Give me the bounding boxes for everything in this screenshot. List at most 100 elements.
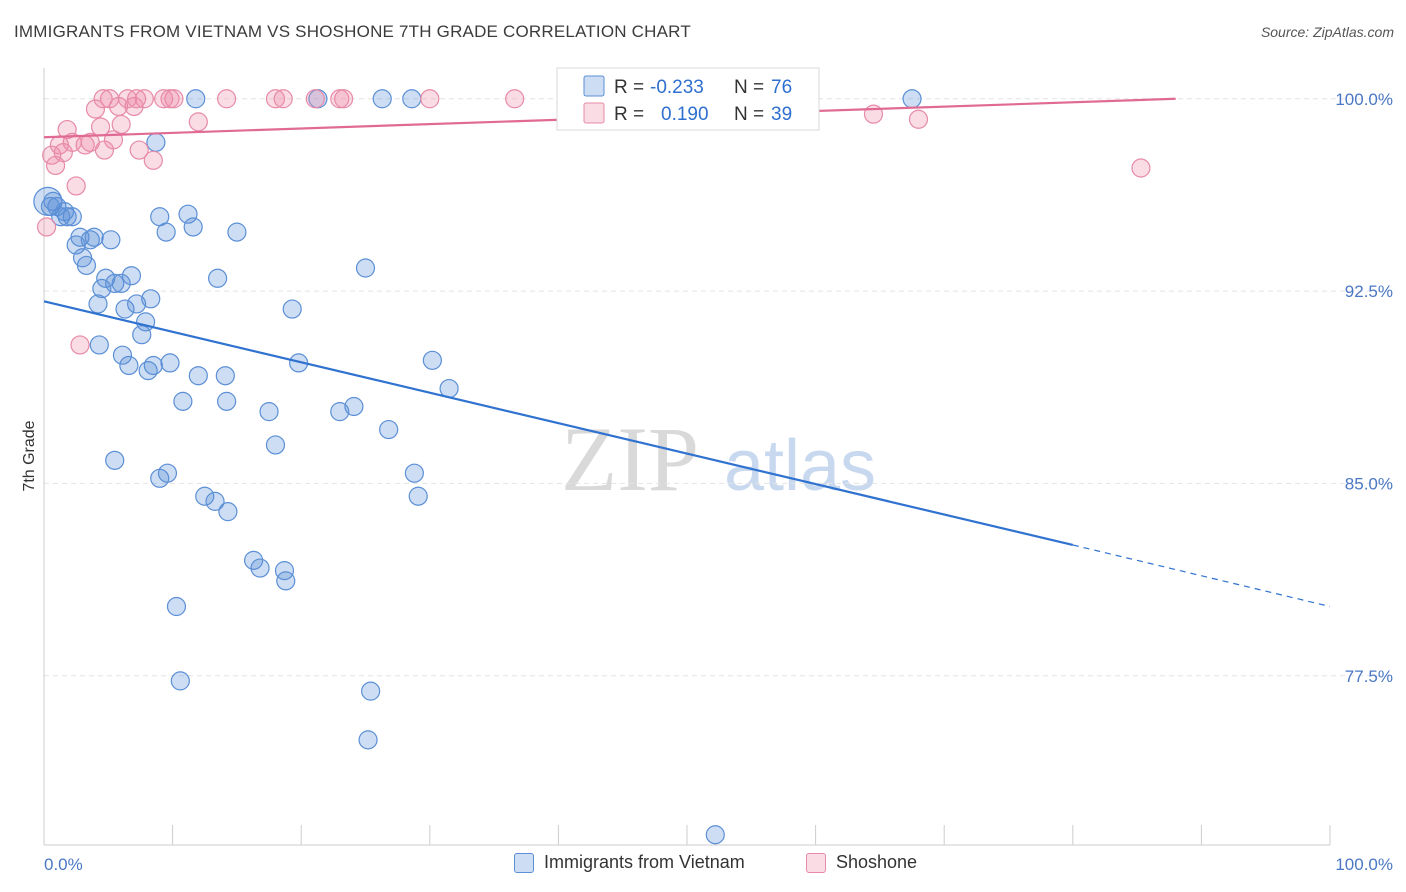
y-tick-labels: 100.0% 92.5% 85.0% 77.5%	[1335, 90, 1393, 686]
shoshone-point	[57, 119, 77, 140]
vietnam-point	[218, 502, 238, 522]
y-tick-label-77-5: 77.5%	[1345, 667, 1393, 686]
shoshone-point	[126, 89, 147, 109]
shoshone-point	[111, 114, 131, 135]
shoshone-point	[85, 99, 106, 119]
vietnam-point	[195, 486, 215, 506]
vietnam-point	[402, 89, 422, 109]
shoshone-point	[42, 145, 62, 165]
vietnam-point	[57, 207, 77, 227]
vietnam-point	[132, 325, 152, 345]
chart-source: Source: ZipAtlas.com	[1260, 24, 1394, 40]
vietnam-point	[143, 355, 163, 376]
vietnam-point	[111, 273, 131, 294]
stats-r-value-pink: 0.190	[661, 104, 709, 125]
data-points	[33, 89, 1151, 845]
shoshone-point	[273, 89, 293, 109]
stats-r-value-blue: -0.233	[650, 77, 704, 98]
vietnam-point	[250, 558, 270, 578]
vietnam-point	[105, 273, 125, 294]
vietnam-point	[282, 299, 302, 319]
vietnam-point	[160, 353, 180, 373]
shoshone-point	[188, 112, 208, 132]
vietnam-point	[88, 294, 108, 314]
vietnam-point	[115, 299, 135, 319]
shoshone-point	[129, 140, 149, 160]
vietnam-point	[126, 294, 147, 314]
vietnam-point	[217, 391, 237, 411]
stats-n-value-pink: 39	[771, 104, 792, 125]
vietnam-point	[121, 266, 142, 286]
vietnam-point	[259, 402, 279, 422]
vietnam-point	[379, 419, 399, 440]
shoshone-point	[70, 335, 90, 355]
gridlines	[44, 98, 1393, 677]
x-tick-label-max: 100.0%	[1335, 855, 1393, 874]
vietnam-point	[274, 561, 295, 581]
shoshone-point	[134, 89, 154, 109]
x-tick-label-min: 0.0%	[44, 855, 83, 874]
vietnam-point	[244, 550, 264, 570]
y-tick-label-85: 85.0%	[1345, 474, 1393, 493]
vietnam-point	[112, 345, 133, 365]
shoshone-point	[124, 96, 144, 117]
vietnam-point	[358, 730, 378, 750]
stats-swatch-blue	[583, 75, 605, 97]
vietnam-point	[178, 204, 198, 224]
vietnam-point	[265, 435, 286, 455]
vietnam-point	[105, 450, 125, 470]
vietnam-point	[361, 681, 381, 701]
vietnam-point	[227, 222, 247, 242]
y-tick-label-100: 100.0%	[1335, 90, 1393, 109]
vietnam-point	[276, 571, 296, 591]
shoshone-point	[305, 89, 325, 109]
vietnam-point	[422, 350, 442, 370]
vietnam-trend-extension	[1072, 544, 1331, 608]
vietnam-point	[141, 289, 161, 309]
vietnam-point	[101, 230, 121, 250]
vietnam-point	[138, 360, 158, 381]
shoshone-point	[217, 89, 237, 109]
vietnam-point	[96, 268, 116, 288]
shoshone-point	[36, 217, 57, 237]
legend-swatch-blue	[514, 852, 534, 873]
vietnam-point	[902, 89, 922, 109]
vietnam-point	[76, 255, 97, 276]
vietnam-point	[205, 491, 225, 511]
vietnam-point	[215, 366, 235, 386]
legend-swatch-pink	[806, 852, 826, 873]
vietnam-point	[186, 89, 206, 109]
shoshone-point	[164, 89, 184, 109]
y-axis-label: 7th Grade	[21, 420, 38, 491]
vietnam-point	[208, 268, 228, 288]
stats-r-label-pink: R =	[614, 104, 644, 125]
legend-label-shoshone: Shoshone	[836, 852, 918, 872]
vietnam-point	[408, 486, 428, 506]
shoshone-point	[420, 89, 440, 109]
vietnam-point	[156, 222, 176, 242]
vietnam-point	[146, 132, 166, 152]
shoshone-point	[93, 89, 113, 109]
legend-item-vietnam: Immigrants from Vietnam	[514, 852, 745, 873]
vietnam-point	[173, 391, 193, 411]
vietnam-point	[183, 217, 203, 237]
vietnam-point	[166, 596, 187, 617]
stats-box: R = -0.233 N = 76 R = 0.190 N = 39	[556, 67, 820, 131]
vietnam-point	[404, 463, 424, 483]
shoshone-point	[1131, 158, 1151, 178]
vietnam-point	[92, 278, 112, 299]
shoshone-point	[143, 150, 163, 170]
legend-item-shoshone: Shoshone	[806, 852, 917, 873]
vietnam-point	[119, 355, 139, 376]
vietnam-trend-line	[43, 300, 1074, 547]
shoshone-point	[265, 89, 286, 109]
vietnam-point	[40, 196, 61, 217]
vietnam-point	[330, 402, 350, 422]
x-ticks	[43, 825, 1331, 845]
stats-swatch-pink	[583, 102, 605, 124]
vietnam-point	[84, 227, 104, 247]
vietnam-point	[51, 207, 71, 227]
vietnam-point	[89, 335, 109, 355]
shoshone-point	[66, 176, 86, 196]
stats-box-frame	[556, 67, 820, 131]
